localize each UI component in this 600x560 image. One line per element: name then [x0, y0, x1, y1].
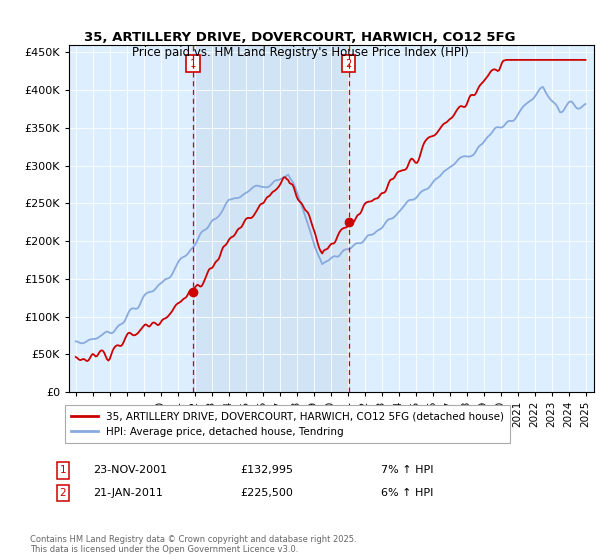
Bar [193, 45, 349, 392]
Text: £225,500: £225,500 [240, 488, 293, 498]
Text: 2: 2 [346, 59, 352, 69]
Text: Contains HM Land Registry data © Crown copyright and database right 2025.
This d: Contains HM Land Registry data © Crown c… [30, 535, 356, 554]
Text: 7% ↑ HPI: 7% ↑ HPI [381, 465, 433, 475]
Text: 21-JAN-2011: 21-JAN-2011 [93, 488, 163, 498]
Text: 1: 1 [59, 465, 67, 475]
Text: 2: 2 [59, 488, 67, 498]
Text: £132,995: £132,995 [240, 465, 293, 475]
Text: 35, ARTILLERY DRIVE, DOVERCOURT, HARWICH, CO12 5FG: 35, ARTILLERY DRIVE, DOVERCOURT, HARWICH… [84, 31, 516, 44]
Text: 23-NOV-2001: 23-NOV-2001 [93, 465, 167, 475]
Legend: 35, ARTILLERY DRIVE, DOVERCOURT, HARWICH, CO12 5FG (detached house), HPI: Averag: 35, ARTILLERY DRIVE, DOVERCOURT, HARWICH… [65, 405, 510, 443]
Text: 6% ↑ HPI: 6% ↑ HPI [381, 488, 433, 498]
Text: 1: 1 [190, 59, 196, 69]
Text: Price paid vs. HM Land Registry's House Price Index (HPI): Price paid vs. HM Land Registry's House … [131, 46, 469, 59]
